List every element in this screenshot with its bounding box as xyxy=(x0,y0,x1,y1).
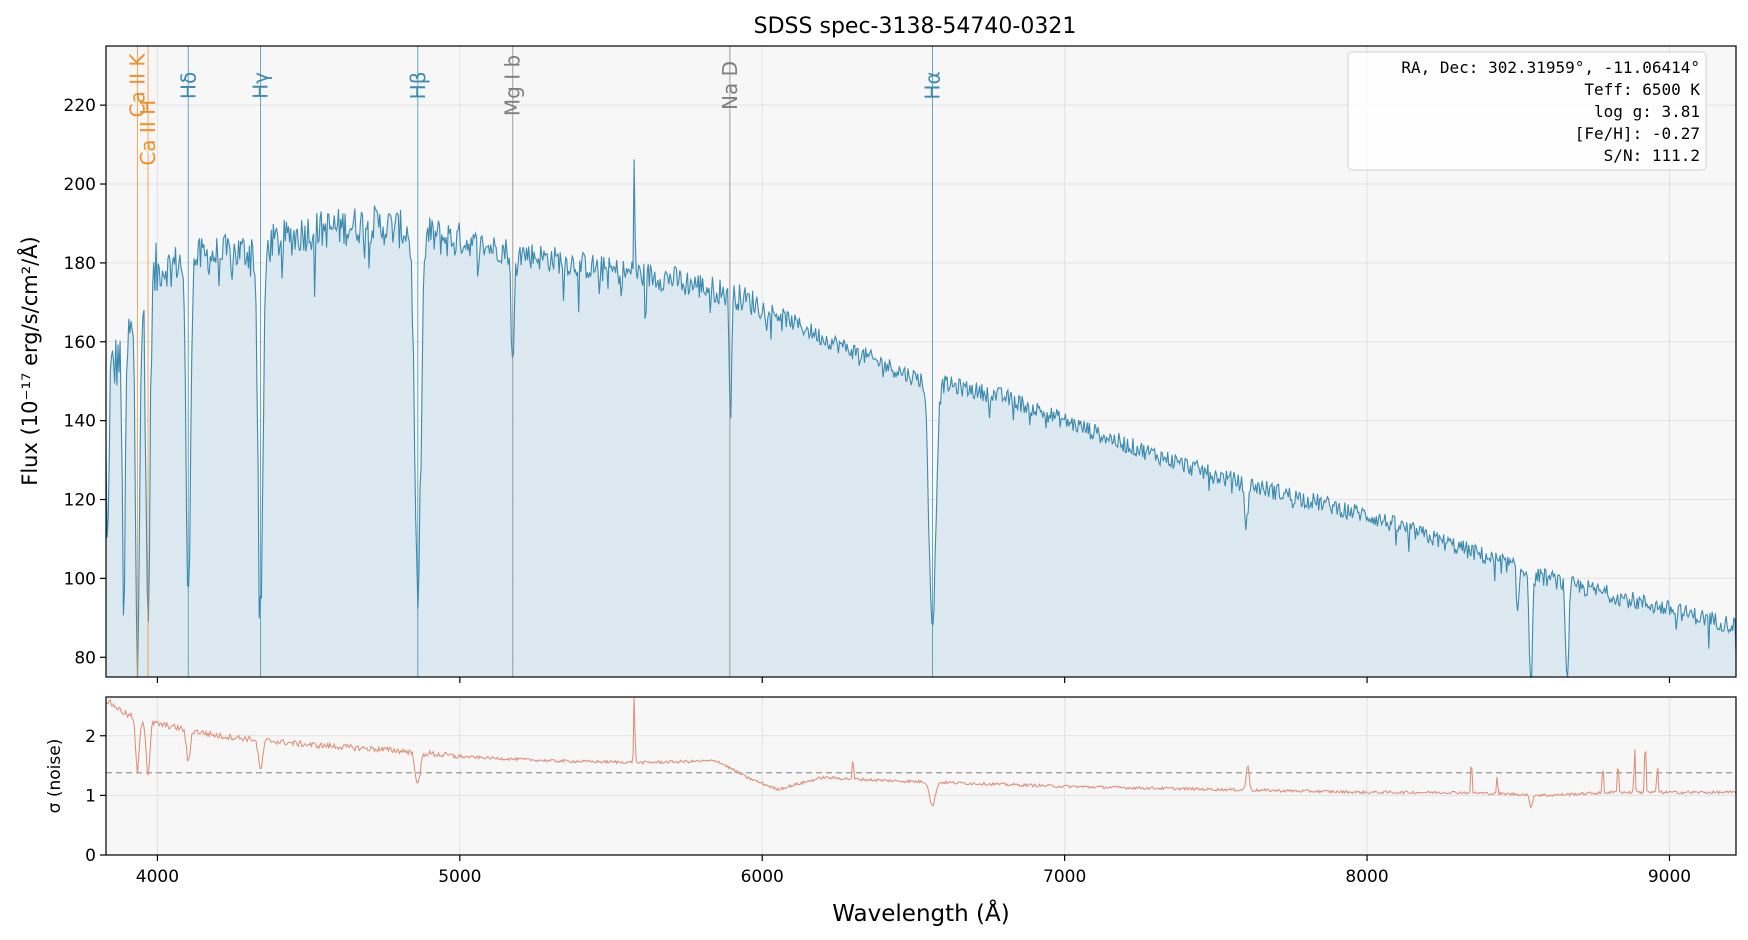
line-marker-label-hδ: Hδ xyxy=(176,72,200,99)
x-tick-label: 7000 xyxy=(1043,867,1086,887)
y-tick-label: 1 xyxy=(85,786,96,806)
x-tick-label: 4000 xyxy=(136,867,179,887)
x-axis-label: Wavelength (Å) xyxy=(832,899,1009,927)
flux-fill-area xyxy=(106,159,1736,677)
spectral-line-markers: Ca II KCa II H Hδ Hγ Hβ Mg I b Na D Hα xyxy=(125,46,944,677)
info-teff: Teff: 6500 K xyxy=(1584,80,1700,99)
y-tick-label: 160 xyxy=(64,333,96,353)
flux-panel-frame xyxy=(105,45,1737,678)
y-tick-label: 0 xyxy=(85,846,96,866)
noise-series-line xyxy=(105,696,1737,810)
noise-panel-frame xyxy=(105,696,1737,856)
line-marker-label-ca-ii-k: Ca II K xyxy=(125,53,149,118)
y-tick-label: 100 xyxy=(64,569,96,589)
x-tick-label: 6000 xyxy=(741,867,784,887)
flux-y-ticks: 80 100 120 140 160 180 200 220 xyxy=(64,96,106,668)
y-tick-label: 200 xyxy=(64,175,96,195)
noise-panel: 0 1 2 4000 5000 6000 7000 8000 9000 σ (noise) xyxy=(45,696,1737,887)
noise-y-axis-label: σ (noise) xyxy=(45,739,65,814)
y-tick-label: 80 xyxy=(74,648,96,668)
info-snr: S/N: 111.2 xyxy=(1604,146,1700,165)
noise-x-ticks: 4000 5000 6000 7000 8000 9000 xyxy=(136,855,1691,887)
x-tick-label: 8000 xyxy=(1345,867,1388,887)
info-box-frame xyxy=(1347,51,1707,171)
line-marker-label-hβ: Hβ xyxy=(406,72,430,100)
info-coordinates: RA, Dec: 302.31959°, -11.06414° xyxy=(1401,58,1700,77)
y-tick-label: 180 xyxy=(64,254,96,274)
x-tick-label: 9000 xyxy=(1648,867,1691,887)
chart-title: SDSS spec-3138-54740-0321 xyxy=(754,14,1077,39)
y-tick-label: 120 xyxy=(64,491,96,511)
info-logg: log g: 3.81 xyxy=(1594,102,1700,121)
y-tick-label: 2 xyxy=(85,727,96,747)
y-tick-label: 140 xyxy=(64,412,96,432)
noise-panel-background xyxy=(106,697,1736,855)
flux-panel: Ca II KCa II H Hδ Hγ Hβ Mg I b Na D Hα 80 100 12… xyxy=(16,45,1737,683)
line-marker-label-ca-ii-h: Ca II H xyxy=(136,100,160,166)
noise-y-ticks: 0 1 2 xyxy=(85,727,106,866)
flux-y-axis-label: Flux (10⁻¹⁷ erg/s/cm²/Å) xyxy=(16,236,42,486)
y-tick-label: 220 xyxy=(64,96,96,116)
line-marker-label-hα: Hα xyxy=(920,71,944,99)
x-tick-label: 5000 xyxy=(438,867,481,887)
line-marker-label-na-d: Na D xyxy=(718,61,742,110)
flux-x-ticks xyxy=(156,677,1671,683)
line-marker-label-mg-i-b: Mg I b xyxy=(501,55,525,116)
line-marker-label-hγ: Hγ xyxy=(249,72,273,99)
info-metallicity: [Fe/H]: -0.27 xyxy=(1575,124,1700,143)
info-box: RA, Dec: 302.31959°, -11.06414° Teff: 65… xyxy=(1347,51,1707,171)
flux-series-line xyxy=(105,159,1737,678)
